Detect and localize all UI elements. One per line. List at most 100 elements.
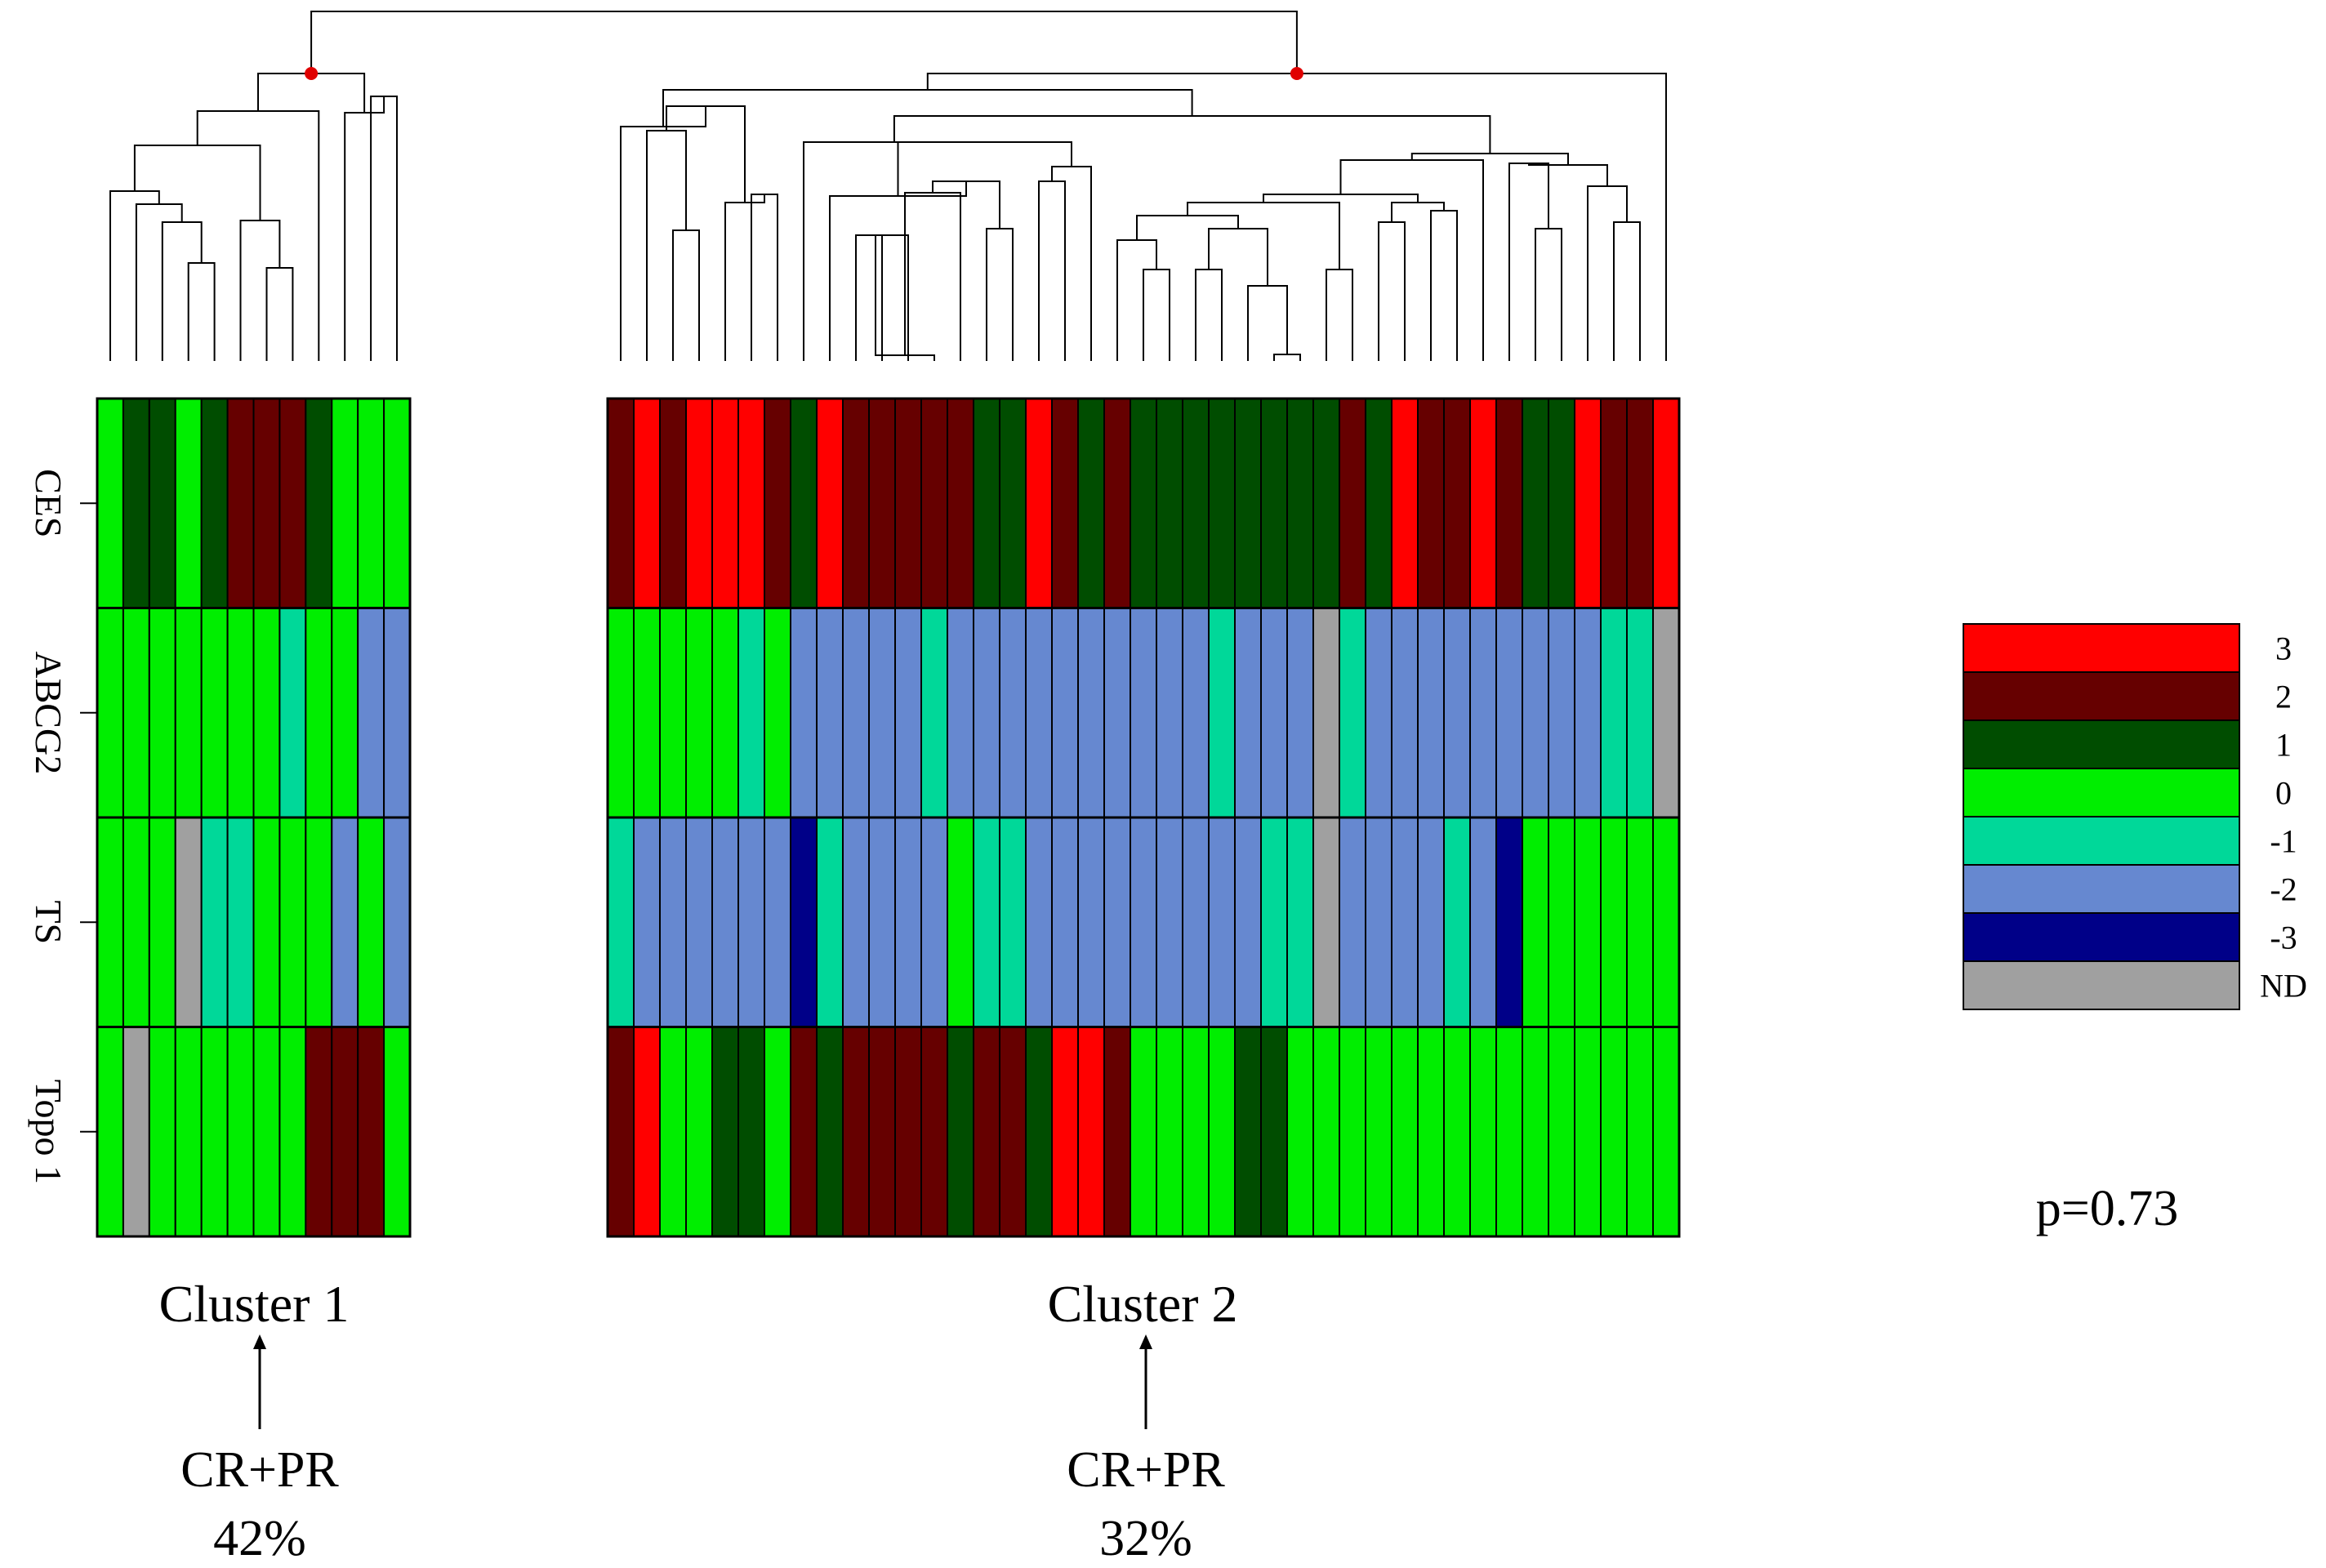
- dendrogram-link: [904, 192, 961, 361]
- heatmap-cell: [1286, 1026, 1314, 1237]
- heatmap-cell: [383, 817, 411, 1028]
- heatmap-cell: [1365, 398, 1392, 609]
- heatmap-cell: [999, 607, 1027, 818]
- heatmap-cell: [174, 607, 203, 818]
- heatmap-cell: [357, 1026, 385, 1237]
- heatmap-cell: [1469, 398, 1497, 609]
- heatmap-cell: [226, 1026, 255, 1237]
- heatmap-cell: [868, 817, 896, 1028]
- heatmap-cell: [711, 398, 739, 609]
- legend-swatch: [1963, 719, 2240, 769]
- heatmap-cell: [1260, 607, 1288, 818]
- legend-swatch: [1963, 912, 2240, 962]
- heatmap-cell: [1312, 1026, 1340, 1237]
- heatmap-cell: [174, 398, 203, 609]
- heatmap-cell: [790, 1026, 818, 1237]
- dendrogram-link: [1528, 163, 1608, 186]
- dendrogram-link: [1116, 239, 1157, 361]
- heatmap-cell: [1522, 1026, 1549, 1237]
- heatmap-cell: [122, 607, 150, 818]
- heatmap-cell: [122, 398, 150, 609]
- heatmap-cell: [1234, 398, 1262, 609]
- heatmap-cell: [1103, 398, 1131, 609]
- heatmap-cell: [226, 398, 255, 609]
- heatmap-cell: [633, 607, 661, 818]
- heatmap-cell: [1182, 398, 1210, 609]
- legend-label: 0: [2275, 775, 2292, 812]
- dendrogram-link: [803, 141, 985, 361]
- heatmap-cell: [1600, 817, 1628, 1028]
- heatmap-cell: [1652, 607, 1680, 818]
- heatmap-cell: [1339, 1026, 1366, 1237]
- heatmap-cell: [920, 817, 948, 1028]
- dendrogram-link: [672, 229, 700, 361]
- dendrogram-link: [1143, 269, 1170, 361]
- heatmap-cell: [1548, 607, 1575, 818]
- dendrogram-link: [1326, 269, 1353, 361]
- heatmap-cell: [1156, 607, 1183, 818]
- dendrogram-link: [724, 194, 765, 361]
- heatmap-cell: [842, 817, 870, 1028]
- heatmap-cell: [1077, 817, 1105, 1028]
- heatmap-cell: [305, 1026, 333, 1237]
- dendrogram: [109, 11, 1667, 361]
- heatmap-cell: [1025, 817, 1053, 1028]
- heatmap-cell: [122, 817, 150, 1028]
- heatmap-cell: [920, 398, 948, 609]
- dendrogram-link: [109, 190, 160, 361]
- heatmap-cell: [1051, 1026, 1079, 1237]
- heatmap-cell: [278, 398, 307, 609]
- heatmap-cell: [1339, 817, 1366, 1028]
- dendrogram-link: [1430, 210, 1458, 361]
- heatmap-cell: [252, 398, 281, 609]
- heatmap-cell: [1626, 1026, 1654, 1237]
- heatmap-cell: [148, 398, 176, 609]
- response-label: CR+PR: [1067, 1442, 1225, 1498]
- row-label: ABCG2: [28, 651, 69, 774]
- row-label: TS: [28, 900, 69, 944]
- dendrogram-link: [620, 106, 706, 361]
- dendrogram-link: [239, 220, 281, 361]
- heatmap-cell: [1417, 817, 1445, 1028]
- heatmap-cell: [711, 1026, 739, 1237]
- heatmap-cell: [1626, 607, 1654, 818]
- heatmap-cell: [973, 398, 1000, 609]
- cluster-name: Cluster 2: [1048, 1275, 1238, 1333]
- heatmap-cell: [174, 817, 203, 1028]
- heatmap-cell: [1077, 398, 1105, 609]
- dendrogram-link: [897, 141, 1072, 196]
- heatmap-cell: [1495, 398, 1523, 609]
- dendrogram-link: [1587, 185, 1628, 361]
- heatmap-cell: [790, 398, 818, 609]
- heatmap-cell: [1652, 817, 1680, 1028]
- heatmap-cell: [1339, 607, 1366, 818]
- heatmap-cell: [737, 1026, 765, 1237]
- dendrogram-link: [196, 110, 320, 361]
- heatmap-cell: [737, 817, 765, 1028]
- heatmap-cell: [711, 817, 739, 1028]
- row-labels: CES ABCG2 TS Topo 1: [28, 469, 97, 1184]
- heatmap-cell: [659, 607, 687, 818]
- heatmap-cell: [816, 817, 844, 1028]
- heatmap-cell: [148, 607, 176, 818]
- heatmap-cell: [607, 817, 635, 1028]
- heatmap-cell: [357, 398, 385, 609]
- heatmap-cell: [1051, 398, 1079, 609]
- legend-swatch: [1963, 816, 2240, 866]
- legend-label: -1: [2270, 823, 2297, 860]
- heatmap-cell: [737, 607, 765, 818]
- heatmap-cell: [1469, 817, 1497, 1028]
- cluster-name: Cluster 1: [159, 1275, 350, 1333]
- legend-swatch: [1963, 671, 2240, 721]
- dendrogram-link: [1051, 166, 1092, 361]
- heatmap-cell: [842, 607, 870, 818]
- heatmap-cell: [1391, 817, 1419, 1028]
- heatmap-cell: [685, 1026, 713, 1237]
- heatmap-cell: [790, 607, 818, 818]
- heatmap-cell: [226, 817, 255, 1028]
- dendrogram-link: [1208, 228, 1268, 286]
- heatmap-cell: [1495, 817, 1523, 1028]
- dendrogram-link: [646, 130, 687, 361]
- legend-swatch: [1963, 623, 2240, 673]
- p-value-label: p=0.73: [2036, 1181, 2178, 1236]
